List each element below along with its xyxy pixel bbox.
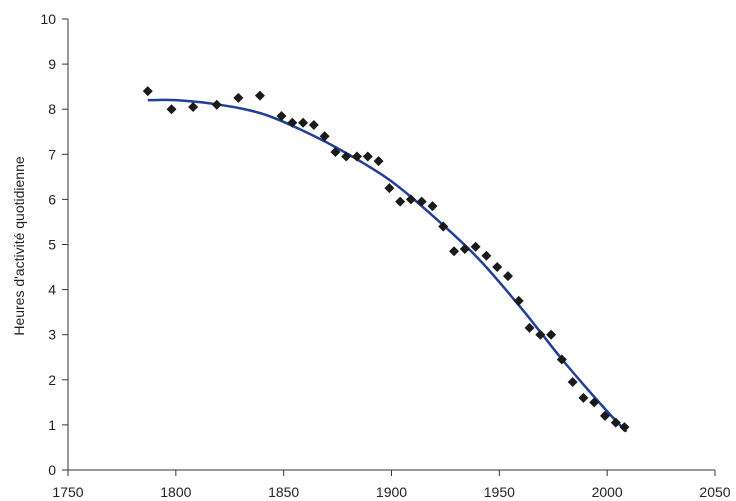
y-tick-label: 3 xyxy=(48,327,56,343)
y-tick-label: 8 xyxy=(48,101,56,117)
data-point xyxy=(351,151,362,162)
x-tick-label: 1850 xyxy=(268,484,299,500)
y-tick-label: 5 xyxy=(48,237,56,253)
data-point xyxy=(166,104,177,115)
data-point xyxy=(600,410,611,421)
y-tick-label: 6 xyxy=(48,191,56,207)
data-point xyxy=(405,194,416,205)
data-point xyxy=(416,196,427,207)
y-tick-label: 2 xyxy=(48,372,56,388)
data-point xyxy=(513,295,524,306)
data-point xyxy=(308,119,319,130)
x-tick-label: 1750 xyxy=(52,484,83,500)
data-point xyxy=(438,221,449,232)
data-point xyxy=(319,131,330,142)
data-point xyxy=(384,183,395,194)
data-point xyxy=(254,90,265,101)
y-tick-label: 10 xyxy=(40,11,56,27)
data-point xyxy=(330,147,341,158)
data-point xyxy=(341,151,352,162)
data-point xyxy=(427,201,438,212)
data-point xyxy=(188,101,199,112)
data-point xyxy=(362,151,373,162)
data-point xyxy=(567,377,578,388)
y-tick-label: 7 xyxy=(48,146,56,162)
axes: 0 1 2 3 4 5 6 7 8 9 10 1750 1800 1850 1900 1950 2000 2050 xyxy=(40,11,730,500)
data-point xyxy=(546,329,557,340)
y-axis-title: Heures d'activité quotidienne xyxy=(11,156,27,336)
data-point xyxy=(373,156,384,167)
data-point xyxy=(578,392,589,403)
trend-layer xyxy=(147,98,628,433)
data-point xyxy=(524,322,535,333)
x-tick-label: 2050 xyxy=(699,484,730,500)
data-point xyxy=(492,262,503,273)
x-tick-label: 1900 xyxy=(376,484,407,500)
data-point xyxy=(298,117,309,128)
data-point xyxy=(449,246,460,257)
y-tick-label: 1 xyxy=(48,417,56,433)
y-tick-label: 0 xyxy=(48,462,56,478)
data-point xyxy=(276,110,287,121)
data-point xyxy=(395,196,406,207)
data-point xyxy=(459,244,470,255)
trend-line xyxy=(147,98,628,433)
y-tick-label: 9 xyxy=(48,56,56,72)
x-tick-label: 1950 xyxy=(484,484,515,500)
data-point xyxy=(233,92,244,103)
data-point xyxy=(470,241,481,252)
data-point xyxy=(535,329,546,340)
points-layer xyxy=(142,86,630,433)
x-tick-label: 1800 xyxy=(160,484,191,500)
data-point xyxy=(287,117,298,128)
data-point xyxy=(142,86,153,97)
data-point xyxy=(502,271,513,282)
data-point xyxy=(556,354,567,365)
data-point xyxy=(619,422,630,433)
data-point xyxy=(610,417,621,428)
data-point xyxy=(589,397,600,408)
data-point xyxy=(481,250,492,261)
x-tick-label: 2000 xyxy=(592,484,623,500)
data-point xyxy=(211,99,222,110)
y-tick-label: 4 xyxy=(48,282,56,298)
